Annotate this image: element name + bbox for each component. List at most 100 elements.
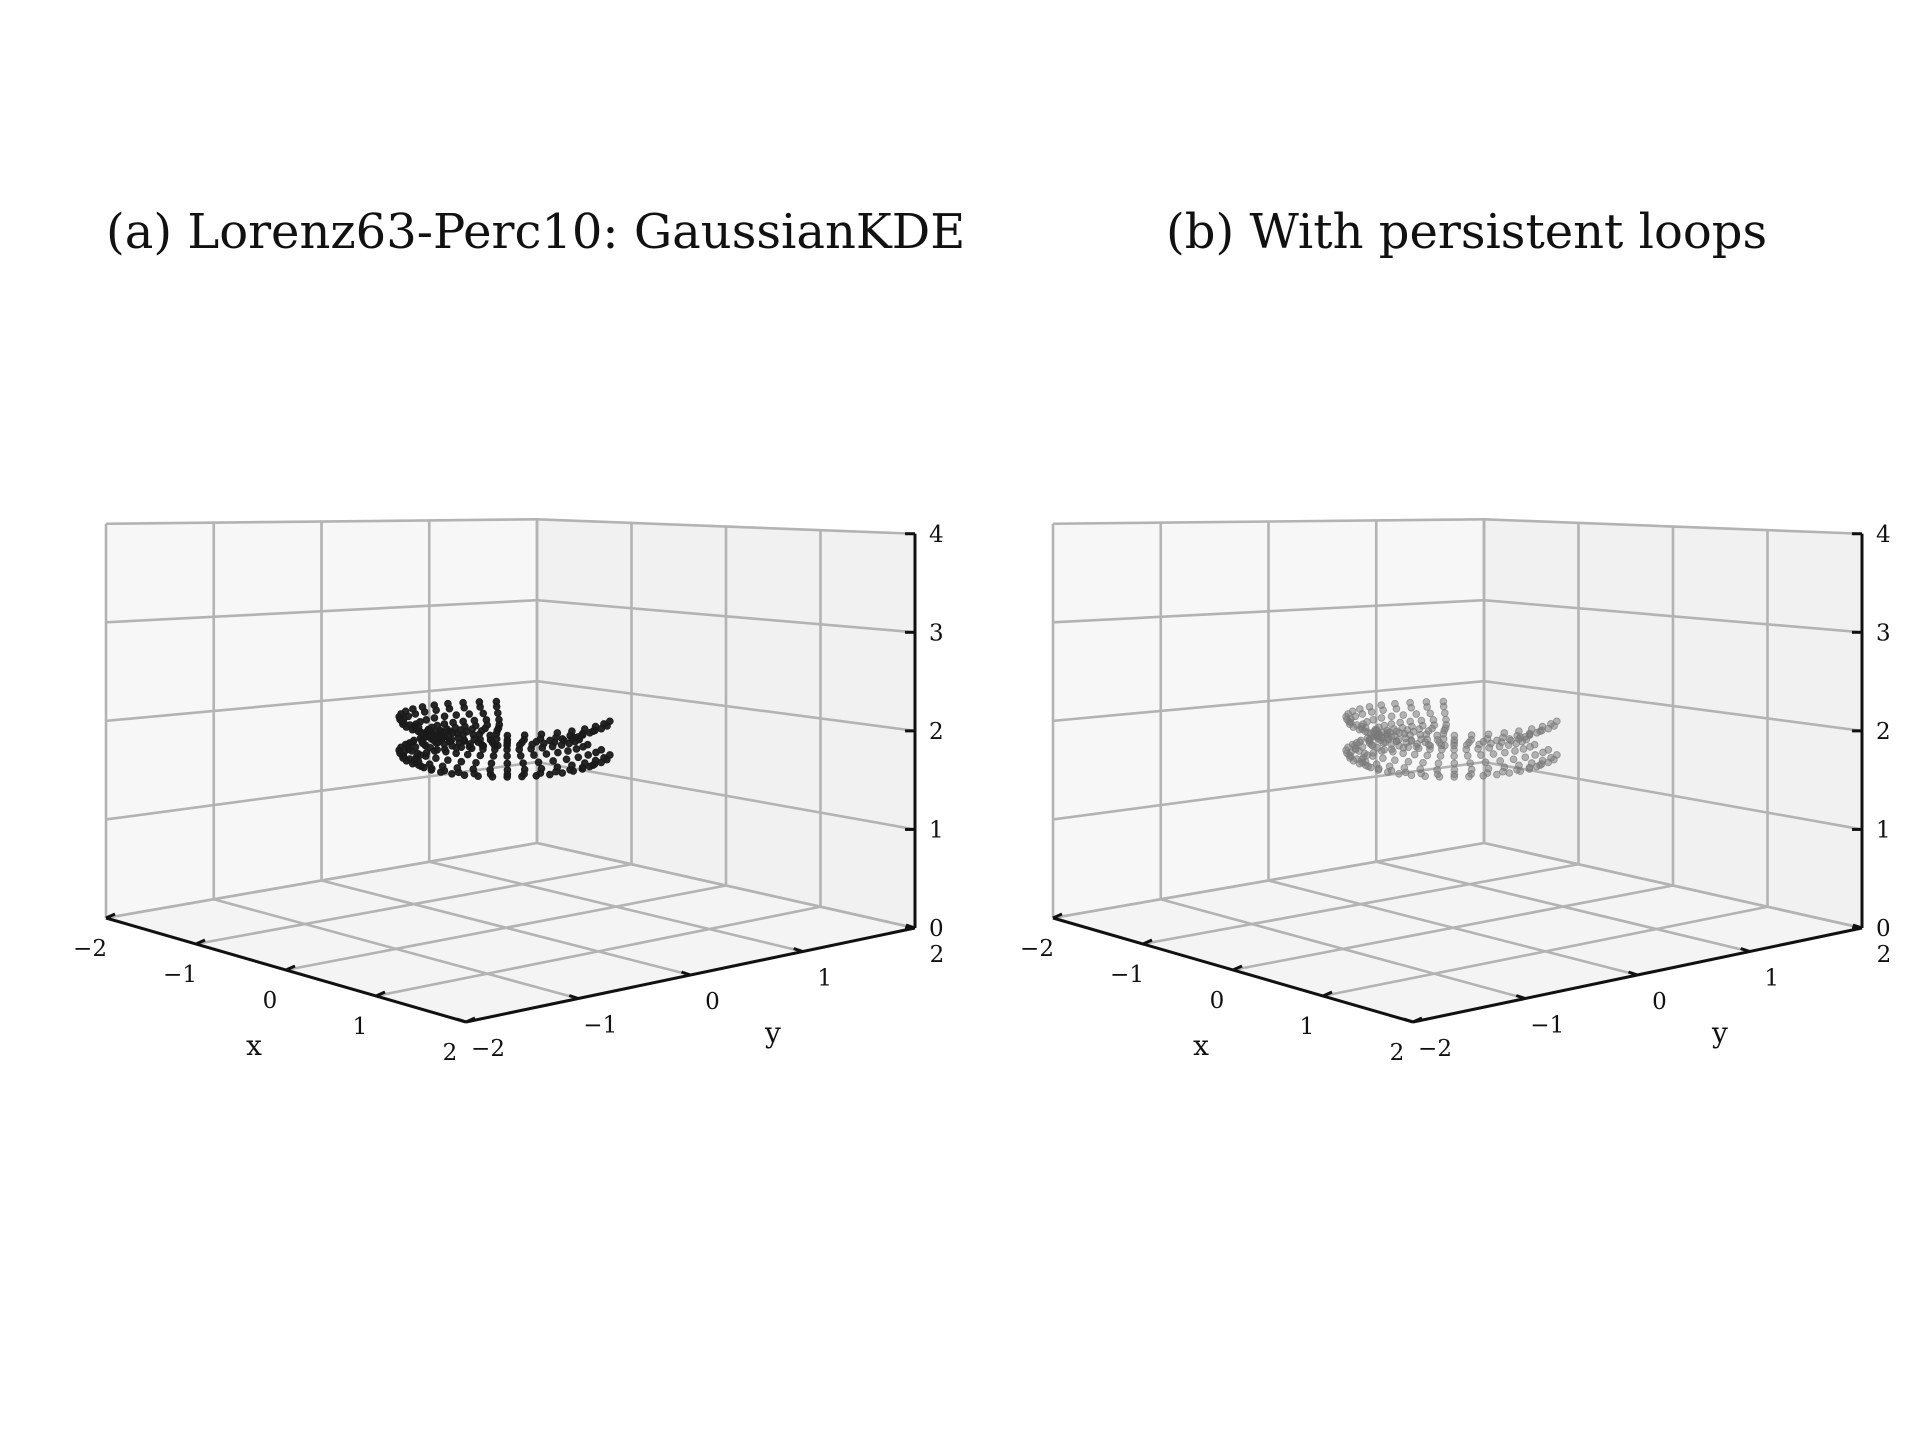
panel-b-data-point — [1434, 759, 1443, 768]
panel-a-data-point — [572, 745, 581, 753]
panel-b-data-point — [1442, 715, 1450, 724]
panel-b-data-point — [1410, 750, 1419, 759]
panel-a-x-tick-label: −1 — [163, 962, 197, 988]
panel-b-data-point — [1416, 730, 1425, 739]
panel-a-data-point — [469, 730, 478, 739]
panel-a-data-point — [503, 759, 512, 768]
panel-b-x-tick — [1412, 1016, 1423, 1024]
panel-a-title: (a) Lorenz63-Perc10: GaussianKDE — [106, 204, 965, 260]
panel-a-data-point — [399, 718, 408, 727]
panel-a-data-point — [486, 731, 494, 740]
panel-b-floor-grid-y — [1375, 860, 1751, 953]
panel-b-data-point — [1387, 720, 1396, 728]
panel-a-data-point — [444, 756, 452, 764]
panel-a-data-point — [440, 712, 449, 721]
panel-b-data-point — [1553, 717, 1561, 726]
panel-b-data-point — [1496, 757, 1504, 765]
panel-b-data-point — [1433, 766, 1441, 774]
panel-b-data-point — [1372, 726, 1381, 734]
panel-a-data-point — [447, 735, 456, 744]
panel-a-left-wall-grid-z — [105, 679, 538, 723]
panel-b-data-point — [1450, 731, 1459, 740]
panel-a-data-point — [503, 766, 512, 774]
panel-b-data-point — [1394, 735, 1403, 744]
panel-a-data-point — [486, 766, 494, 774]
panel-a-x-axis-label: x — [246, 1029, 262, 1062]
panel-b-left-wall-grid-z — [1052, 679, 1485, 723]
panel-b-data-point — [1369, 715, 1378, 724]
panel-b-data-point — [1500, 729, 1509, 737]
panel-b-data-point — [1400, 729, 1409, 738]
panel-b-data-point — [1481, 758, 1490, 767]
panel-a-right-wall-grid-z — [536, 518, 916, 536]
panel-b-data-point — [1467, 765, 1476, 774]
panel-b-left-wall-grid-z — [1052, 598, 1485, 624]
panel-b-x-axis-label: x — [1193, 1029, 1209, 1062]
panel-b-data-point — [1538, 722, 1547, 731]
panel-b-data-point — [1353, 721, 1361, 729]
panel-b-data-point — [1346, 718, 1355, 727]
panel-b-data-point — [1372, 760, 1381, 768]
panel-a-y-tick-label: 1 — [817, 966, 832, 992]
panel-a-y-tick — [456, 1017, 467, 1024]
panel-b-y-tick — [1740, 947, 1751, 953]
panel-a-data-point — [553, 729, 562, 737]
panel-b-right-wall-grid-z — [1483, 760, 1863, 831]
panel-b-grid — [1051, 518, 1864, 1024]
panel-a-data-point — [568, 761, 576, 770]
panel-a-data-point — [463, 750, 472, 759]
panel-a-data-point — [449, 718, 457, 727]
panel-a-grid — [104, 518, 917, 1024]
panel-a-data-point — [425, 760, 434, 768]
panel-b-data-point — [1346, 752, 1355, 760]
panel-a-floor-grid-y — [321, 879, 691, 977]
panel-b-data-point — [1385, 762, 1394, 771]
panel-b-y-tick-label: 1 — [1764, 966, 1779, 992]
panel-a-data-point — [406, 721, 414, 729]
panel-a-x-tick-label: 1 — [353, 1014, 368, 1040]
panel-a-data-point — [479, 709, 488, 718]
panel-a-x-tick-label: −2 — [73, 936, 107, 962]
panel-a-right-wall-grid-z — [536, 841, 916, 930]
panel-b-data-point — [1505, 769, 1514, 777]
panel-a-data-point — [503, 752, 511, 760]
panel-a-data-point — [482, 716, 491, 724]
panel-a-y-tick-label: 2 — [930, 942, 945, 968]
panel-a-data-point — [534, 758, 543, 767]
panel-a-data-point — [492, 697, 501, 706]
panel-b-x-tick-label: 0 — [1210, 988, 1225, 1014]
panel-a: (a) Lorenz63-Perc10: GaussianKDE −2 −1 0 1 2… — [73, 204, 965, 1066]
panel-b-data-point — [1419, 758, 1427, 767]
panel-b-data-point — [1489, 750, 1498, 758]
panel-a-y-axis-label: y — [764, 1016, 781, 1049]
panel-b-data-point — [1467, 731, 1476, 740]
panel-b-z-tick-label: 3 — [1876, 620, 1891, 646]
panel-a-data-point — [591, 722, 600, 731]
panel-a-data-point — [520, 765, 529, 774]
panel-a-data-point — [494, 709, 502, 717]
panel-b-data-point — [1530, 740, 1539, 749]
panel-b-data-point — [1399, 749, 1407, 758]
panel-a-data-point — [554, 748, 562, 757]
panel-a-y-tick — [793, 947, 804, 953]
panel-b-x-tick — [1142, 938, 1153, 946]
panel-b-data-point — [1515, 761, 1523, 770]
panel-a-data-point — [421, 752, 430, 760]
panel-a-data-point — [409, 705, 417, 713]
panel-b-data-point — [1406, 698, 1414, 707]
panel-a-data-point — [489, 752, 498, 760]
panel-b-left-wall-grid-z — [1052, 518, 1485, 526]
panel-b-data-point — [1406, 717, 1414, 726]
panel-a-data-point — [399, 752, 408, 760]
panel-b-data-point — [1439, 697, 1448, 706]
panel-b-data-point — [1387, 712, 1396, 721]
panel-b-y-tick — [1515, 994, 1526, 1000]
panel-b-data-point — [1521, 753, 1530, 762]
panel-a-data-point — [406, 755, 414, 763]
panel-a-data-point — [426, 743, 435, 752]
panel-b-x-tick — [1052, 912, 1063, 920]
panel-b-z-tick-label: 4 — [1876, 522, 1891, 548]
panel-a-data-point — [469, 765, 478, 773]
panel-a-y-tick-label: −2 — [471, 1036, 505, 1062]
panel-b-right-wall-grid-z — [1483, 518, 1863, 536]
